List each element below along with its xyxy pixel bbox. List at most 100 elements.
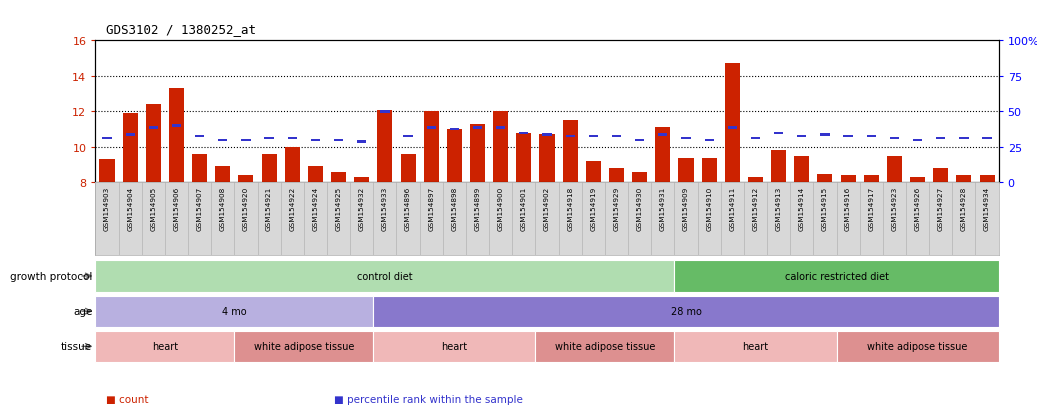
Bar [772, 151, 786, 183]
Bar [887, 157, 902, 183]
Text: GSM154897: GSM154897 [428, 187, 435, 231]
Bar [658, 134, 668, 136]
Bar [381, 111, 390, 113]
Bar [751, 138, 760, 140]
Bar [242, 139, 251, 142]
Bar [633, 172, 647, 183]
Text: GSM154911: GSM154911 [729, 187, 735, 231]
Bar [655, 128, 670, 183]
Text: heart: heart [442, 342, 468, 351]
Bar [980, 176, 994, 183]
Bar [261, 154, 277, 183]
Bar [725, 64, 739, 183]
Bar [355, 178, 369, 183]
Text: white adipose tissue: white adipose tissue [254, 342, 354, 351]
Text: white adipose tissue: white adipose tissue [555, 342, 655, 351]
Bar [867, 136, 876, 138]
Text: GSM154931: GSM154931 [660, 187, 666, 231]
Text: GSM154907: GSM154907 [197, 187, 202, 231]
Text: heart: heart [742, 342, 768, 351]
Text: GSM154923: GSM154923 [892, 187, 897, 231]
Bar [239, 176, 253, 183]
Bar [426, 127, 436, 129]
Bar [447, 130, 461, 183]
Bar [702, 158, 717, 183]
Text: GSM154933: GSM154933 [382, 187, 388, 231]
Bar [122, 114, 138, 183]
Bar [542, 134, 552, 136]
Bar [287, 138, 297, 140]
Text: GSM154932: GSM154932 [359, 187, 365, 231]
Bar [609, 169, 624, 183]
Bar [563, 121, 578, 183]
Bar [195, 136, 204, 138]
Text: white adipose tissue: white adipose tissue [867, 342, 968, 351]
Bar [264, 138, 274, 140]
Bar [172, 125, 181, 128]
Bar [678, 158, 694, 183]
Text: GSM154910: GSM154910 [706, 187, 712, 231]
Bar [470, 125, 485, 183]
Text: GSM154908: GSM154908 [220, 187, 226, 231]
Bar [520, 132, 529, 135]
Bar [218, 139, 227, 142]
Text: GSM154900: GSM154900 [498, 187, 504, 231]
Bar [794, 157, 809, 183]
Text: GSM154930: GSM154930 [637, 187, 643, 231]
Bar [95, 261, 674, 292]
Bar [841, 176, 856, 183]
Bar [216, 167, 230, 183]
Bar [148, 127, 158, 129]
Bar [334, 139, 343, 142]
Bar [424, 112, 439, 183]
Bar [125, 134, 135, 136]
Text: GSM154928: GSM154928 [961, 187, 966, 231]
Bar [516, 133, 531, 183]
Text: caloric restricted diet: caloric restricted diet [785, 271, 889, 281]
Bar [331, 172, 346, 183]
Bar [936, 138, 946, 140]
Bar [494, 112, 508, 183]
Text: GSM154914: GSM154914 [798, 187, 805, 231]
Bar [890, 138, 899, 140]
Text: GSM154898: GSM154898 [451, 187, 457, 231]
Text: tissue: tissue [61, 342, 92, 351]
Text: heart: heart [151, 342, 178, 351]
Text: GSM154916: GSM154916 [845, 187, 851, 231]
Text: GSM154899: GSM154899 [475, 187, 480, 231]
Text: GSM154921: GSM154921 [267, 187, 272, 231]
Bar [535, 331, 674, 362]
Bar [450, 129, 459, 131]
Text: age: age [73, 306, 92, 316]
Text: GSM154896: GSM154896 [405, 187, 411, 231]
Bar [774, 132, 783, 135]
Text: GSM154922: GSM154922 [289, 187, 296, 231]
Text: GSM154925: GSM154925 [336, 187, 341, 231]
Bar [933, 169, 948, 183]
Text: GSM154924: GSM154924 [312, 187, 318, 231]
Bar [589, 136, 598, 138]
Bar [864, 176, 878, 183]
Bar [377, 110, 392, 183]
Bar [373, 296, 999, 327]
Bar [674, 261, 999, 292]
Bar [357, 141, 366, 143]
Bar [635, 139, 644, 142]
Bar [586, 162, 600, 183]
Bar [308, 167, 323, 183]
Text: 4 mo: 4 mo [222, 306, 247, 316]
Bar [95, 296, 373, 327]
Bar [403, 136, 413, 138]
Bar [285, 147, 300, 183]
Text: GSM154926: GSM154926 [915, 187, 921, 231]
Text: GSM154927: GSM154927 [937, 187, 944, 231]
Text: GSM154901: GSM154901 [521, 187, 527, 231]
Bar [748, 178, 763, 183]
Text: GSM154905: GSM154905 [150, 187, 157, 231]
Text: GSM154902: GSM154902 [544, 187, 550, 231]
Bar [681, 138, 691, 140]
Bar [234, 331, 373, 362]
Bar [674, 331, 837, 362]
Text: GSM154917: GSM154917 [868, 187, 874, 231]
Bar [103, 138, 112, 140]
